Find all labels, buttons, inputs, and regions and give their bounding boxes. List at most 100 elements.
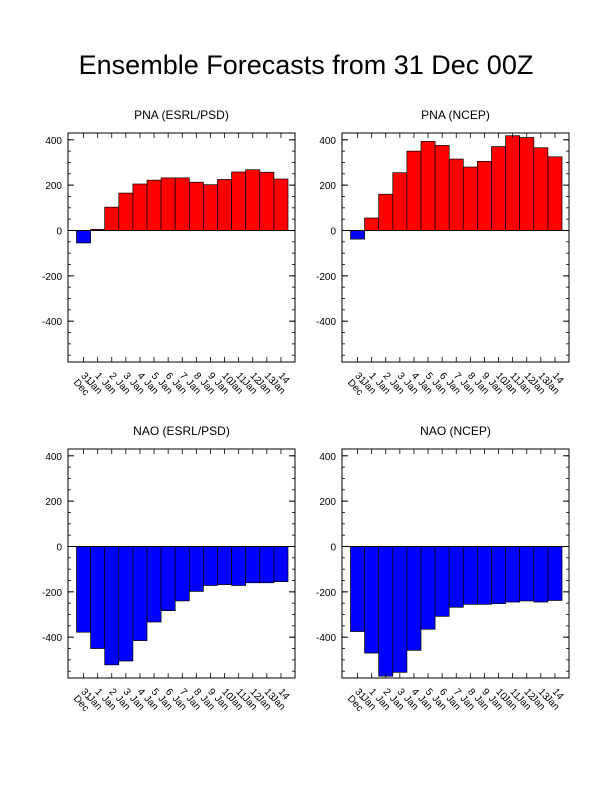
bar — [547, 546, 563, 601]
bar — [132, 183, 148, 231]
bar — [245, 169, 261, 231]
y-tick-label: -400 — [316, 633, 336, 644]
x-tick-label-line: Jan — [415, 377, 434, 396]
x-tick-label-line: 4 — [409, 371, 421, 383]
x-tick-label-line: 4 — [135, 371, 147, 383]
x-tick-label-line: Jan — [141, 377, 160, 396]
x-tick-label-line: Jan — [444, 693, 463, 712]
y-tick-label: 200 — [319, 181, 336, 192]
x-tick-label-line: Jan — [415, 693, 434, 712]
y-tick-label: -400 — [42, 633, 62, 644]
bar — [273, 546, 289, 582]
x-tick-label-line: 8 — [465, 371, 477, 383]
plot-frame — [67, 448, 296, 679]
y-tick-label: 0 — [330, 542, 336, 553]
chart-panel: PNA (NCEP)4002000-200-40031Dec1Jan2Jan3J… — [316, 108, 570, 398]
bar — [146, 546, 162, 623]
bar — [132, 546, 148, 641]
x-tick-label-line: 3 — [395, 371, 407, 383]
x-tick-label-line: 8 — [191, 687, 203, 699]
x-tick-label-line: 6 — [437, 371, 449, 383]
bar — [245, 546, 261, 584]
bar — [477, 546, 492, 605]
x-tick-label-line: 4 — [409, 687, 421, 699]
bar — [392, 172, 408, 231]
y-tick-label: -200 — [42, 588, 62, 599]
x-tick-label-line: Jan — [113, 693, 132, 712]
x-tick-label-line: 3 — [121, 371, 133, 383]
bar — [533, 147, 549, 231]
bar — [434, 546, 450, 617]
x-tick-label-line: Jan — [373, 377, 392, 396]
y-tick-label: -200 — [42, 272, 62, 283]
bar — [547, 156, 563, 231]
panel-title: PNA (NCEP) — [421, 108, 490, 122]
x-tick-label-line: Jan — [472, 377, 491, 396]
bar — [76, 546, 91, 633]
bar — [231, 546, 247, 586]
bar — [491, 546, 506, 604]
y-tick-label: 0 — [56, 542, 62, 553]
bar — [434, 145, 450, 231]
plot-frame — [67, 132, 296, 363]
chart-panel: NAO (NCEP)4002000-200-40031Dec1Jan2Jan3J… — [316, 424, 570, 714]
x-tick-label-line: 5 — [423, 371, 435, 383]
bar — [350, 546, 365, 632]
bar — [90, 546, 106, 649]
x-tick-label-line: 3 — [395, 687, 407, 699]
x-tick-label-line: Jan — [198, 693, 217, 712]
x-tick-label-line: 3 — [121, 687, 133, 699]
x-tick-label-line: Jan — [387, 377, 406, 396]
x-tick-label-line: Jan — [155, 377, 174, 396]
x-tick-label-line: 1 — [92, 371, 104, 383]
bar — [462, 166, 478, 231]
bar — [160, 177, 176, 231]
x-tick-label-line: 1 — [366, 371, 378, 383]
chart-panel: PNA (ESRL/PSD)4002000-200-40031Dec1Jan2J… — [42, 108, 296, 398]
plot-frame — [341, 132, 570, 363]
x-tick-label-line: Jan — [198, 377, 217, 396]
x-tick-label-line: Jan — [99, 693, 118, 712]
bar — [519, 137, 535, 231]
x-tick-label-line: 2 — [381, 687, 393, 699]
y-tick-label: -400 — [316, 317, 336, 328]
bar — [231, 171, 247, 231]
x-tick-label-line: 1 — [366, 687, 378, 699]
x-tick-label-line: 7 — [177, 371, 189, 383]
y-tick-label: 200 — [45, 497, 62, 508]
y-tick-label: -200 — [316, 272, 336, 283]
bar — [420, 141, 436, 231]
y-tick-label: -200 — [316, 588, 336, 599]
bar — [364, 546, 380, 654]
bar — [188, 181, 204, 231]
bar — [406, 546, 422, 651]
x-tick-label-line: Jan — [429, 377, 448, 396]
x-tick-label-line: Jan — [401, 693, 420, 712]
x-tick-label-line: Jan — [472, 693, 491, 712]
x-tick-label-line: Jan — [401, 377, 420, 396]
x-tick-label-line: Jan — [458, 693, 477, 712]
bar — [118, 546, 134, 662]
x-tick-label-line: Jan — [184, 377, 203, 396]
x-tick-label-line: Jan — [170, 693, 189, 712]
bar — [160, 546, 176, 612]
x-tick-label-line: 9 — [205, 687, 217, 699]
figure-title: Ensemble Forecasts from 31 Dec 00Z — [78, 50, 534, 80]
bar — [146, 179, 162, 231]
bar — [448, 158, 464, 231]
y-tick-label: 400 — [45, 136, 62, 147]
bar — [420, 546, 436, 630]
x-tick-label-line: 2 — [381, 371, 393, 383]
bar — [118, 192, 134, 231]
y-tick-label: 200 — [45, 181, 62, 192]
bar — [477, 160, 492, 231]
bar — [76, 230, 91, 244]
bar — [273, 178, 289, 231]
x-tick-label-line: Jan — [113, 377, 132, 396]
bar — [505, 135, 521, 231]
bar — [533, 546, 549, 603]
x-tick-label-line: 5 — [149, 371, 161, 383]
x-tick-label-line: Jan — [184, 693, 203, 712]
bar — [188, 546, 204, 592]
x-tick-label-line: Jan — [141, 693, 160, 712]
